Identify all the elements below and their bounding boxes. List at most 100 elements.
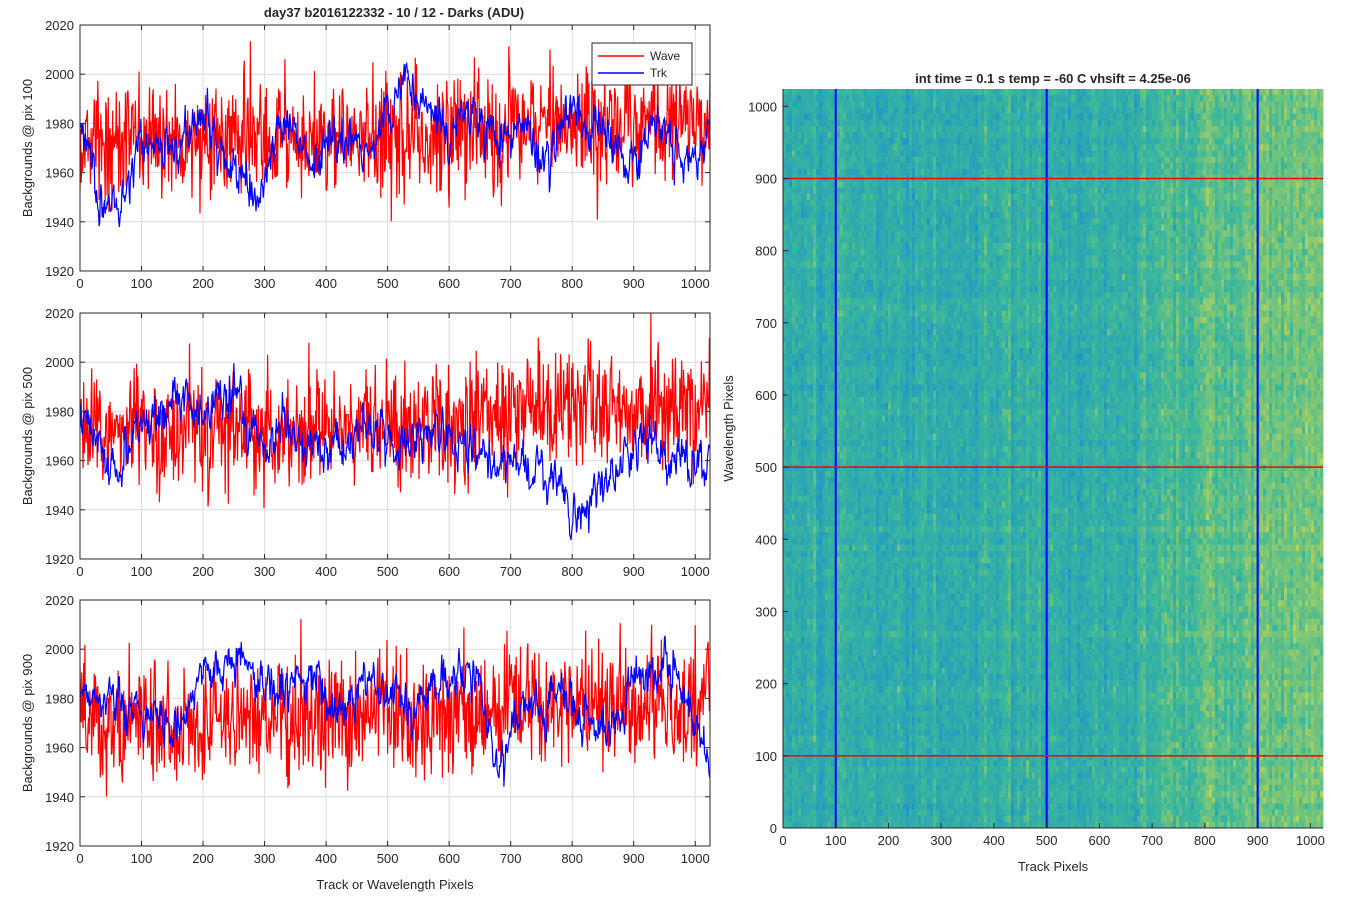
heatmap-cell <box>1320 242 1324 250</box>
heatmap-cell <box>1140 181 1144 188</box>
heatmap-cell <box>897 101 901 108</box>
heatmap-cell <box>879 218 883 225</box>
heatmap-cell <box>897 144 901 151</box>
heatmap-cell <box>1095 138 1099 145</box>
heatmap-cell <box>804 212 808 219</box>
heatmap-cell <box>1209 113 1213 121</box>
heatmap-cell <box>864 230 868 238</box>
heatmap-cell <box>1134 224 1138 232</box>
heatmap-cell <box>921 162 925 170</box>
heatmap-cell <box>1281 224 1285 232</box>
heatmap-cell <box>948 113 952 121</box>
heatmap-cell <box>960 138 964 145</box>
heatmap-cell <box>1059 107 1063 115</box>
heatmap-cell <box>1269 132 1273 139</box>
heatmap-cell <box>1254 156 1258 164</box>
heatmap-cell <box>1056 113 1060 121</box>
heatmap-cell <box>1278 138 1282 145</box>
heatmap-cell <box>1083 150 1087 158</box>
heatmap-cell <box>1032 144 1036 151</box>
heatmap-cell <box>1116 101 1120 108</box>
heatmap-cell <box>1050 181 1054 188</box>
heatmap-cell <box>972 95 976 102</box>
heatmap-cell <box>1233 144 1237 151</box>
heatmap-cell <box>1116 138 1120 145</box>
heatmap-cell <box>1272 212 1276 219</box>
heatmap-cell <box>1314 113 1318 121</box>
heatmap-cell <box>1209 107 1213 115</box>
heatmap-cell <box>837 101 841 108</box>
heatmap-cell <box>1005 101 1009 108</box>
heatmap-cell <box>1002 193 1006 201</box>
heatmap-cell <box>1047 218 1051 225</box>
heatmap-cell <box>1218 212 1222 219</box>
heatmap-cell <box>1092 156 1096 164</box>
heatmap-cell <box>813 144 817 151</box>
heatmap-cell <box>966 193 970 201</box>
heatmap-cell <box>1290 193 1294 201</box>
heatmap-cell <box>1107 101 1111 108</box>
heatmap-cell <box>876 212 880 219</box>
heatmap-cell <box>945 212 949 219</box>
heatmap-cell <box>1320 212 1324 219</box>
heatmap-cell <box>1227 206 1231 213</box>
heatmap-cell <box>1122 206 1126 213</box>
heatmap-cell <box>1170 113 1174 121</box>
heatmap-cell <box>1242 132 1246 139</box>
heatmap-cell <box>837 224 841 232</box>
heatmap-cell <box>843 138 847 145</box>
heatmap-cell <box>789 242 793 250</box>
heatmap-cell <box>1311 212 1315 219</box>
heatmap-cell <box>1224 218 1228 225</box>
heatmap-cell <box>1140 138 1144 145</box>
heatmap-cell <box>984 236 988 244</box>
heatmap-cell <box>1134 193 1138 201</box>
heatmap-cell <box>1203 113 1207 121</box>
heatmap-cell <box>1119 187 1123 195</box>
heatmap-cell <box>804 199 808 207</box>
heatmap-cell <box>1182 199 1186 207</box>
heatmap-cell <box>900 162 904 170</box>
heatmap-cell <box>1203 212 1207 219</box>
heatmap-cell <box>1011 95 1015 102</box>
heatmap-cell <box>1236 95 1240 102</box>
heatmap-cell <box>1131 113 1135 121</box>
heatmap-cell <box>918 181 922 188</box>
heatmap-cell <box>870 242 874 250</box>
heatmap-cell <box>1218 181 1222 188</box>
heatmap-cell <box>957 224 961 232</box>
heatmap-cell <box>1065 206 1069 213</box>
heatmap-cell <box>951 113 955 121</box>
heatmap-cell <box>798 162 802 170</box>
heatmap-cell <box>831 187 835 195</box>
heatmap-cell <box>1110 132 1114 139</box>
heatmap-cell <box>996 107 1000 115</box>
heatmap-cell <box>1152 242 1156 250</box>
heatmap-cell <box>1269 224 1273 232</box>
heatmap-cell <box>1002 199 1006 207</box>
heatmap-cell <box>930 144 934 151</box>
heatmap-cell <box>861 224 865 232</box>
heatmap-cell <box>1158 181 1162 188</box>
heatmap-cell <box>1284 218 1288 225</box>
heatmap-cell <box>1143 187 1147 195</box>
heatmap-cell <box>1065 101 1069 108</box>
heatmap-cell <box>819 181 823 188</box>
heatmap-cell <box>798 89 802 96</box>
heatmap-cell <box>1116 89 1120 96</box>
heatmap-cell <box>1029 230 1033 238</box>
heatmap-cell <box>1077 162 1081 170</box>
heatmap-cell <box>1017 169 1021 176</box>
heatmap-cell <box>1026 156 1030 164</box>
heatmap-cell <box>1317 162 1321 170</box>
heatmap-cell <box>1230 132 1234 139</box>
heatmap-cell <box>879 95 883 102</box>
heatmap-cell <box>954 187 958 195</box>
heatmap-cell <box>1269 242 1273 250</box>
heatmap-cell <box>915 230 919 238</box>
heatmap-cell <box>981 199 985 207</box>
heatmap-cell <box>873 236 877 244</box>
heatmap-cell <box>969 125 973 133</box>
heatmap-cell <box>1251 206 1255 213</box>
heatmap-cell <box>918 162 922 170</box>
